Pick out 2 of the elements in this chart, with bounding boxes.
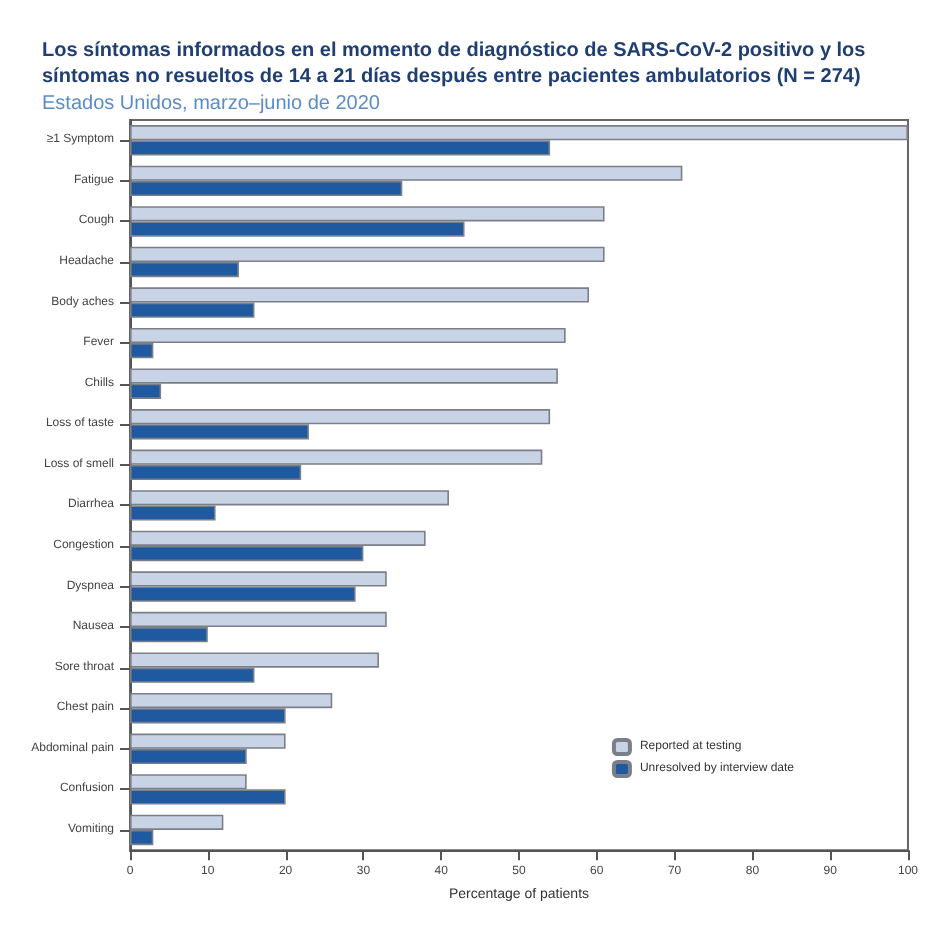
chart-subtitle: Estados Unidos, marzo–junio de 2020 [42, 93, 381, 115]
chart-title: Los síntomas informados en el momento de diagnóstico de SARS-CoV-2 positivo y los síntomas no resueltos de 14 a 21 días después entre pacientes ambulatorios (N = 274) [42, 40, 872, 88]
